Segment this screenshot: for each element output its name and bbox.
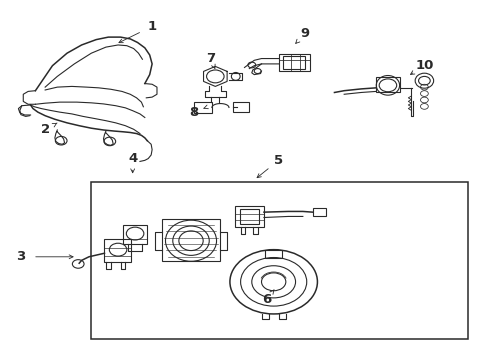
Bar [283,57,305,68]
Bar [91,182,467,339]
Text: 2: 2 [41,123,50,136]
Bar [162,219,220,261]
Text: 8: 8 [188,105,198,119]
Bar [104,239,131,262]
Text: 6: 6 [261,293,270,306]
Bar [278,54,309,71]
Text: 7: 7 [205,52,215,65]
Bar [312,208,325,216]
Bar [122,225,147,244]
Bar [264,249,282,257]
Bar [234,206,264,227]
Text: 5: 5 [273,154,283,167]
Bar [194,102,211,113]
Text: 1: 1 [147,20,156,33]
Bar [233,103,248,112]
Text: 3: 3 [16,250,25,263]
Text: 9: 9 [300,27,309,40]
Bar [375,77,399,93]
Text: 10: 10 [414,59,433,72]
Bar [239,209,259,224]
Text: 4: 4 [128,152,137,165]
